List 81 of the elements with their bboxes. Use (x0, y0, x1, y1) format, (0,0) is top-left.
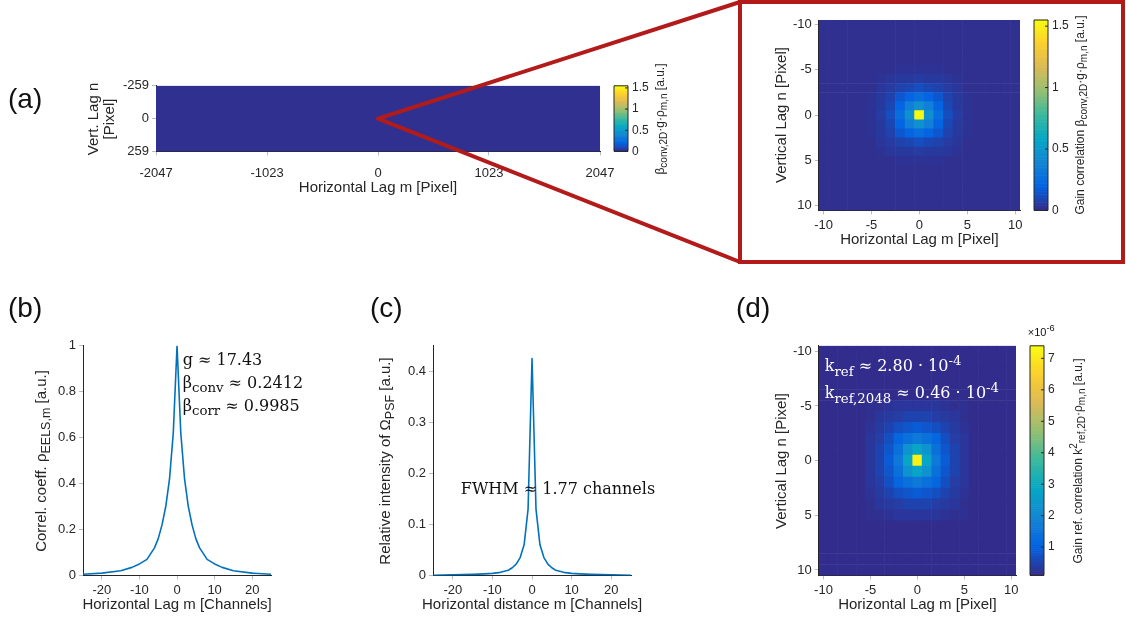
y-tick-label: 0.2 (407, 464, 427, 480)
x-tick-label: 10 (564, 581, 579, 597)
y-tick-label: 1 (68, 337, 77, 353)
color-bar-label: 3 (1048, 476, 1055, 491)
color-bar-label: 0 (632, 143, 639, 158)
y-tick-label: 0 (68, 566, 77, 582)
x-axis-title: Horizontal Lag m [Pixel] (840, 230, 999, 248)
x-tick-label: 0 (528, 581, 536, 597)
y-tick-label: 259 (127, 142, 150, 158)
color-bar-label: 2 (1048, 507, 1055, 522)
annotation: β$_{conv}$ ≈ 0.2412 (182, 373, 304, 396)
color-bar-label: 0.5 (632, 122, 650, 137)
y-tick-label: 0.4 (57, 475, 77, 491)
x-tick-label: 20 (603, 581, 619, 597)
y-axis-title: Vertical Lag n [Pixel] (771, 391, 789, 531)
y-tick-label: 0 (804, 106, 812, 122)
chart-title: (b) (8, 292, 43, 324)
x-tick-label: -5 (865, 216, 878, 232)
x-tick-label: 0 (913, 581, 922, 597)
color-bar-label: 1 (1052, 79, 1059, 94)
y-tick-label: 5 (804, 506, 812, 522)
x-tick-label: -10 (483, 581, 502, 597)
color-bar-label: 0.5 (1052, 141, 1070, 156)
color-bar-label: 7 (1048, 350, 1055, 365)
y-tick-label: 0.6 (57, 429, 77, 445)
annotation: k$_{ref}$ ≈ 2.80 · 10$^{-4}$ (824, 352, 962, 379)
color-bar-label: 0 (1052, 202, 1059, 217)
x-tick-label: 20 (244, 581, 260, 597)
color-bar-label: 1 (632, 101, 639, 116)
y-axis-title: Vert. Lag n [Pixel] (84, 81, 118, 157)
x-tick-label: 5 (960, 581, 968, 597)
y-tick-label: -5 (800, 397, 812, 413)
y-tick-label: -10 (792, 16, 812, 32)
x-tick-label: 5 (963, 216, 971, 232)
x-tick-label: -1023 (250, 164, 284, 180)
x-tick-label: 2047 (585, 164, 615, 180)
y-tick-label: 0.4 (407, 362, 427, 378)
x-axis-title: Horizontal distance m [Channels] (421, 595, 643, 613)
x-tick-label: 10 (1004, 581, 1019, 597)
y-tick-label: 10 (797, 197, 812, 213)
y-tick-label: 10 (797, 561, 812, 577)
x-tick-label: -2047 (139, 164, 173, 180)
annotation: k$_{ref,2048}$ ≈ 0.46 · 10$^{-4}$ (824, 380, 1000, 406)
x-tick-label: -20 (443, 581, 463, 597)
y-tick-label: 5 (804, 152, 812, 168)
color-bar-label: 4 (1048, 445, 1055, 460)
chart-title: (a) (8, 83, 43, 115)
y-tick-label: 0.3 (407, 413, 427, 429)
annotation: g ≈ 17.43 (182, 350, 263, 370)
x-tick-label: 0 (374, 164, 382, 180)
x-tick-label: -10 (814, 216, 833, 232)
annotation: β$_{corr}$ ≈ 0.9985 (182, 396, 300, 419)
color-bar-label: 1 (1048, 539, 1055, 554)
chart-title: (d) (736, 292, 771, 324)
y-tick-label: -5 (800, 61, 812, 77)
y-tick-label: 0.1 (407, 515, 427, 531)
x-tick-label: 10 (207, 581, 222, 597)
y-tick-label: 0 (141, 110, 150, 126)
x-tick-label: -20 (92, 581, 112, 597)
y-tick-label: -259 (122, 77, 150, 93)
y-tick-label: 0.8 (57, 383, 77, 399)
y-tick-label: 0 (804, 452, 812, 468)
chart-title: (c) (370, 292, 403, 324)
x-axis-title: Horizontal Lag m [Pixel] (298, 178, 458, 196)
x-tick-label: -5 (864, 581, 877, 597)
x-axis-title: Horizontal Lag m [Channels] (82, 595, 272, 613)
x-tick-label: 1023 (474, 164, 504, 180)
x-tick-label: -10 (814, 581, 833, 597)
color-bar-label: 5 (1048, 413, 1055, 428)
color-bar-label: 1.5 (632, 80, 650, 95)
y-tick-label: 0.2 (57, 521, 77, 537)
x-tick-label: 0 (915, 216, 924, 232)
color-bar-label: 6 (1048, 382, 1055, 397)
y-axis-title: Vertical Lag n [Pixel] (771, 46, 789, 186)
y-tick-label: 0 (418, 566, 427, 582)
text: ×10$^{-6}$ (1027, 322, 1055, 338)
color-bar-label: 1.5 (1052, 18, 1070, 33)
x-tick-label: 0 (173, 581, 181, 597)
x-tick-label: 10 (1007, 216, 1023, 232)
x-axis-title: Horizontal Lag m [Pixel] (838, 595, 997, 613)
y-tick-label: -10 (792, 342, 812, 358)
